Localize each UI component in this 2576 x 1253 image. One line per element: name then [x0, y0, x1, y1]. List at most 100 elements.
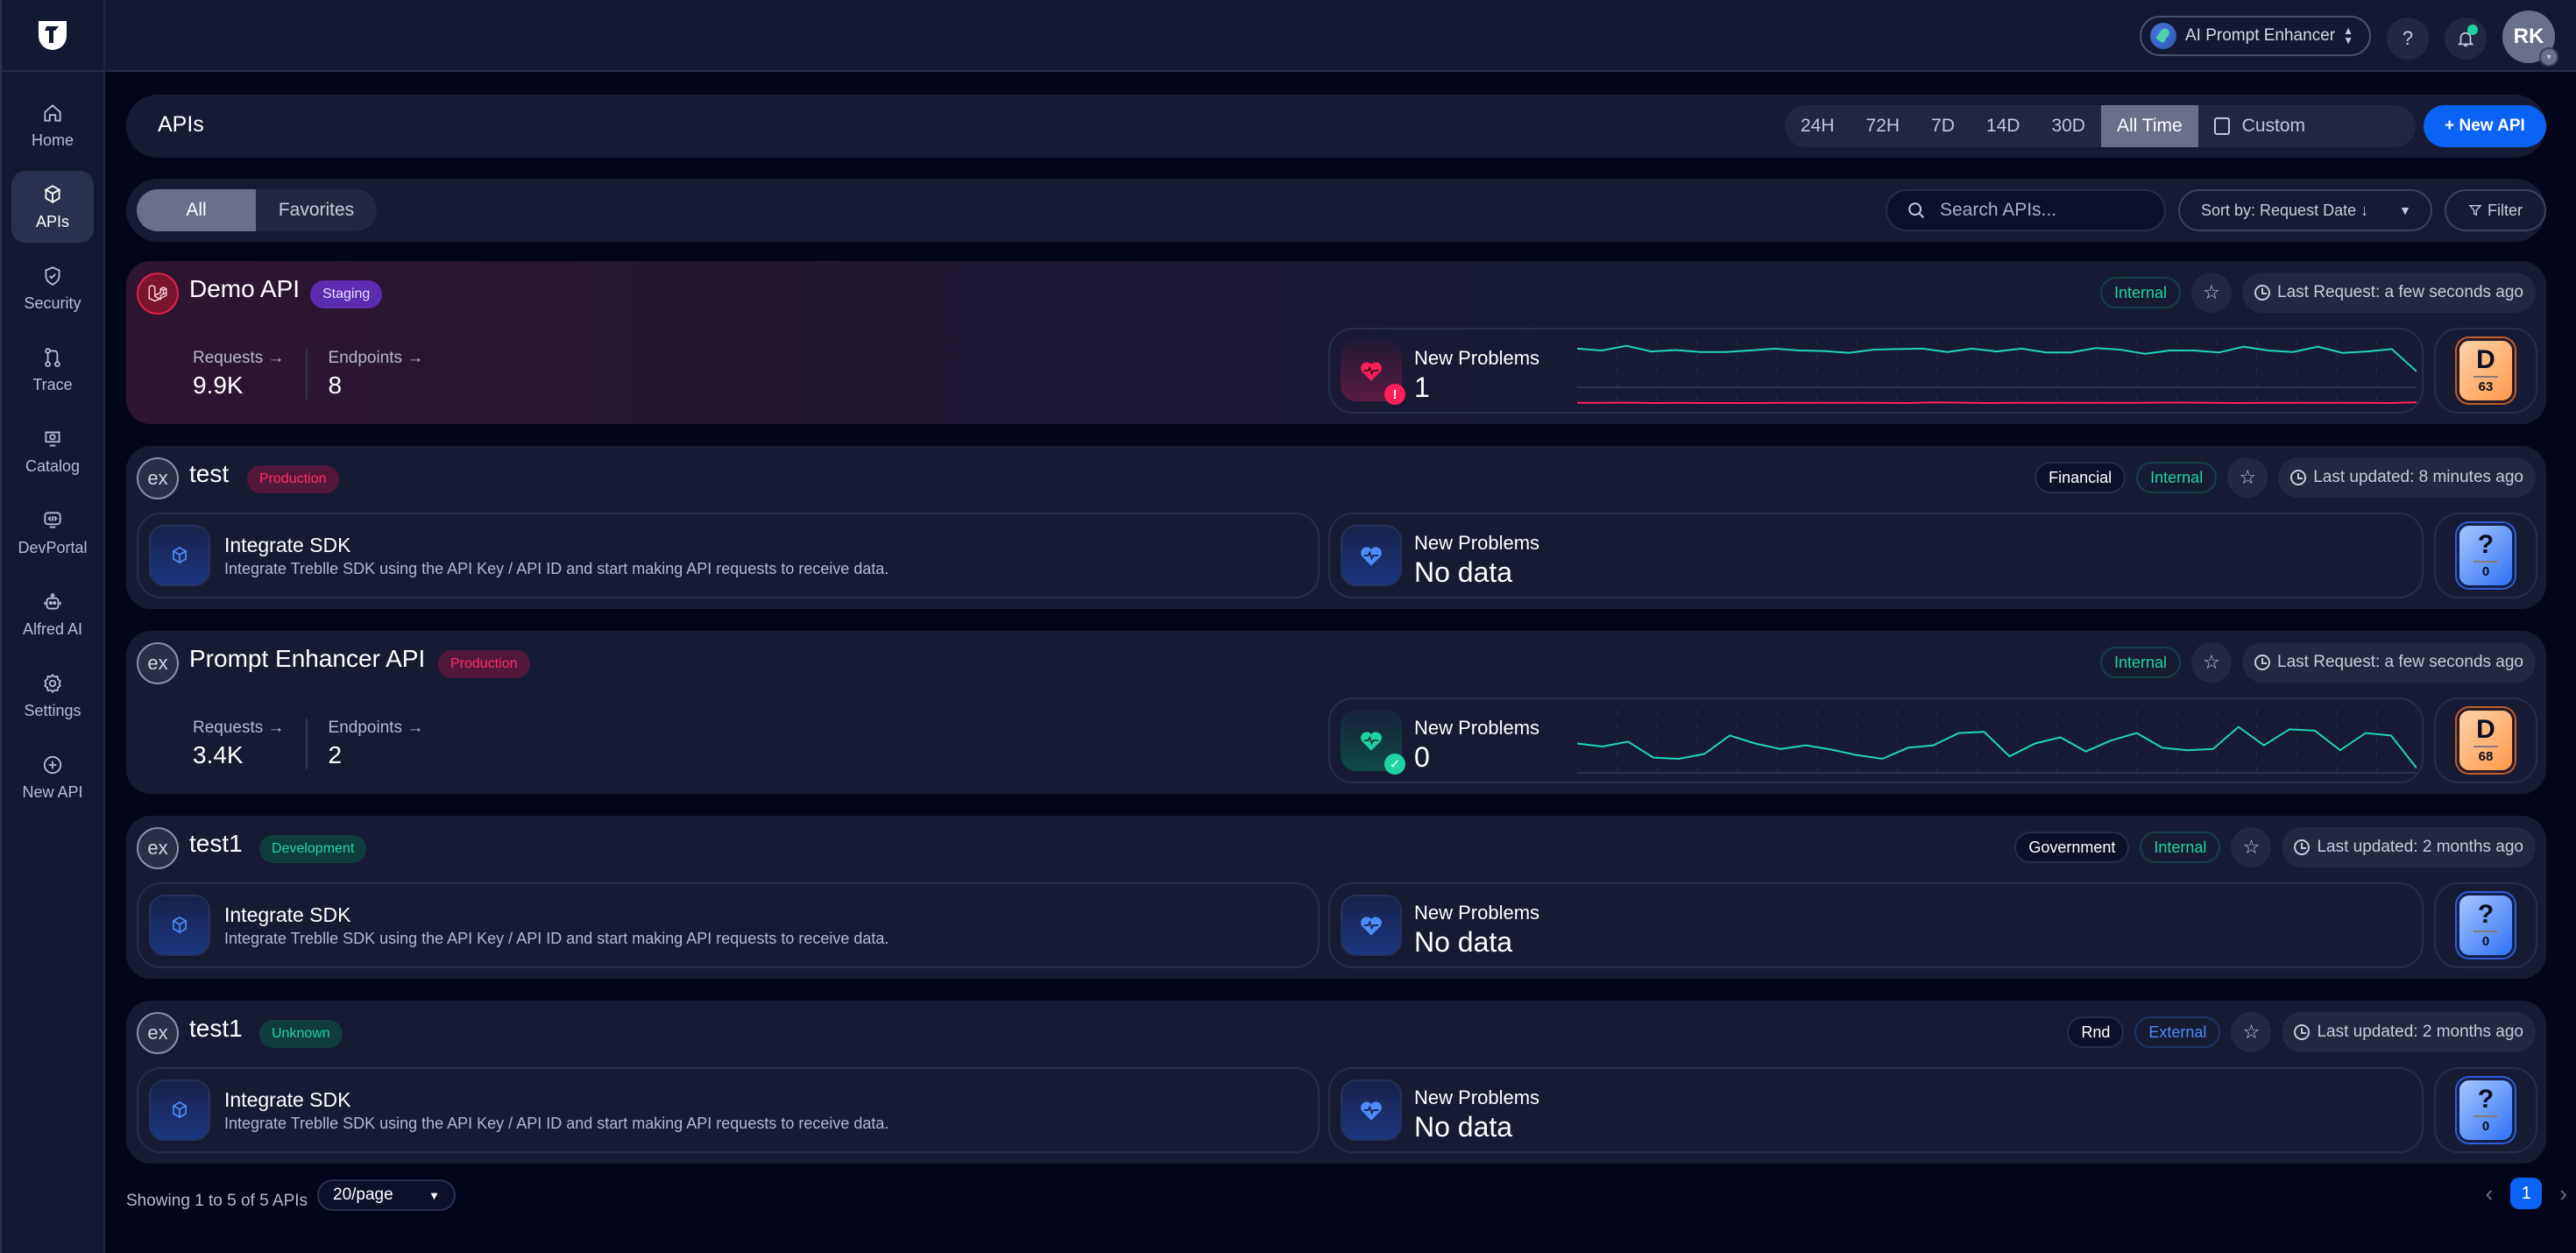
heart-pulse-icon: ✓ [1341, 710, 1405, 775]
clock-icon [2254, 285, 2271, 301]
range-custom[interactable]: Custom [2198, 105, 2321, 147]
grade-panel[interactable]: D 68 [2434, 697, 2537, 783]
last-request-pill: Last Request: a few seconds ago [2242, 273, 2536, 313]
search-icon [1908, 202, 1924, 218]
favorite-star-icon[interactable]: ☆ [2231, 1012, 2272, 1052]
chevron-right-icon[interactable]: › [2559, 1179, 2567, 1207]
problems-label: New Problems [1414, 902, 1540, 924]
endpoints-value: 2 [328, 741, 343, 768]
sort-dropdown[interactable]: Sort by: Request Date ↓ ▼ [2178, 189, 2432, 231]
cube-icon [149, 525, 210, 586]
api-card[interactable]: ex test1 Unknown Rnd External ☆ Last upd… [126, 1001, 2546, 1164]
requests-stat[interactable]: Requests → 9.9K [193, 349, 306, 400]
requests-label: Requests → [193, 349, 285, 367]
sidebar-item-alfred-ai[interactable]: Alfred AI [11, 578, 94, 650]
page-size-select[interactable]: 20/page ▼ [317, 1179, 456, 1211]
project-name: AI Prompt Enhancer [2185, 26, 2336, 45]
api-name[interactable]: test1 [189, 830, 243, 857]
user-avatar[interactable]: RK ▼ [2502, 11, 2558, 67]
sdk-title: Integrate SDK [224, 534, 351, 556]
filter-button[interactable]: Filter [2445, 189, 2546, 231]
sidebar-item-trace[interactable]: Trace [11, 334, 94, 406]
sidebar-item-apis[interactable]: APIs [11, 171, 94, 243]
sidebar-item-security[interactable]: Security [11, 252, 94, 324]
problems-label: New Problems [1414, 532, 1540, 554]
api-card[interactable]: ex test1 Development Government Internal… [126, 816, 2546, 979]
express-icon: ex [137, 457, 179, 499]
grade-panel[interactable]: ? 0 [2434, 1067, 2537, 1153]
grade-panel[interactable]: ? 0 [2434, 513, 2537, 598]
problems-panel[interactable]: ✓ New Problems 0 [1328, 697, 2424, 783]
custom-label: Custom [2241, 116, 2306, 136]
problems-label: New Problems [1414, 1087, 1540, 1108]
sidebar-item-devportal[interactable]: DevPortal [11, 497, 94, 569]
clock-icon [2294, 839, 2311, 855]
requests-value: 9.9K [193, 372, 244, 399]
help-button[interactable]: ? [2387, 18, 2429, 60]
bell-icon [2457, 32, 2474, 47]
range-24h[interactable]: 24H [1801, 116, 1835, 136]
api-card[interactable]: ex Prompt Enhancer API Production Intern… [126, 631, 2546, 794]
grade-panel[interactable]: ? 0 [2434, 882, 2537, 968]
caret-down-icon: ▼ [2399, 203, 2411, 217]
integrate-sdk-panel[interactable]: Integrate SDK Integrate Treblle SDK usin… [137, 1067, 1320, 1153]
clock-icon [2254, 655, 2271, 670]
home-icon [44, 103, 61, 122]
range-30d[interactable]: 30D [2051, 116, 2085, 136]
favorite-star-icon[interactable]: ☆ [2191, 642, 2233, 683]
sidebar-item-label: Trace [32, 375, 73, 393]
endpoints-stat[interactable]: Endpoints → 2 [305, 719, 445, 769]
sidebar-item-catalog[interactable]: Catalog [11, 415, 94, 487]
problems-label: New Problems [1414, 347, 1540, 369]
category-tag: Rnd [2067, 1016, 2125, 1048]
tab-all[interactable]: All [137, 189, 256, 231]
api-card[interactable]: ex test Production Financial Internal ☆ … [126, 446, 2546, 609]
api-name[interactable]: Prompt Enhancer API [189, 645, 426, 672]
cube-icon [149, 895, 210, 956]
grade-badge: ? 0 [2457, 893, 2515, 958]
rocket-avatar-icon [2150, 23, 2176, 49]
api-stats: Requests → 9.9K Endpoints → 8 [193, 349, 444, 400]
integrate-sdk-panel[interactable]: Integrate SDK Integrate Treblle SDK usin… [137, 882, 1320, 968]
endpoints-stat[interactable]: Endpoints → 8 [305, 349, 445, 400]
api-name[interactable]: test [189, 460, 230, 487]
api-name[interactable]: test1 [189, 1015, 243, 1042]
api-stats: Requests → 3.4K Endpoints → 2 [193, 719, 444, 769]
view-tabs: All Favorites [137, 189, 377, 231]
favorite-star-icon[interactable]: ☆ [2227, 457, 2268, 498]
avatar-initials: RK [2513, 25, 2544, 48]
favorite-star-icon[interactable]: ☆ [2231, 827, 2272, 867]
logo[interactable] [2, 0, 103, 72]
sidebar-item-new-api[interactable]: New API [11, 741, 94, 813]
sidebar-item-home[interactable]: Home [11, 89, 94, 161]
new-api-button[interactable]: + New API [2424, 105, 2546, 147]
api-name[interactable]: Demo API [189, 275, 301, 302]
card-tags: Financial Internal ☆ Last updated: 8 min… [2035, 457, 2536, 499]
project-selector[interactable]: AI Prompt Enhancer ▲ ▼ [2140, 16, 2371, 56]
integrate-sdk-panel[interactable]: Integrate SDK Integrate Treblle SDK usin… [137, 513, 1320, 598]
grade-score: 0 [2481, 934, 2490, 949]
chevron-left-icon[interactable]: ‹ [2485, 1179, 2494, 1207]
grade-badge: ? 0 [2457, 1078, 2515, 1143]
treblle-logo-icon [39, 21, 67, 50]
grade-score: 68 [2478, 749, 2494, 764]
problems-panel[interactable]: ! New Problems 1 [1328, 328, 2424, 414]
notifications-button[interactable] [2445, 18, 2487, 60]
api-card[interactable]: Demo API Staging Internal ☆ Last Request… [126, 261, 2546, 424]
range-14d[interactable]: 14D [1985, 116, 2020, 136]
tab-favorites[interactable]: Favorites [278, 200, 355, 220]
problems-panel[interactable]: New Problems No data [1328, 882, 2424, 968]
last-updated-text: Last updated: 2 months ago [2317, 1023, 2523, 1041]
search-input[interactable]: Search APIs... [1886, 189, 2166, 231]
grade-panel[interactable]: D 63 [2434, 328, 2537, 414]
range-7d[interactable]: 7D [1931, 116, 1955, 136]
range-72h[interactable]: 72H [1865, 116, 1900, 136]
pagination-summary: Showing 1 to 5 of 5 APIs [126, 1192, 308, 1210]
range-all-time[interactable]: All Time [2100, 105, 2198, 147]
page-button-1[interactable]: 1 [2510, 1178, 2543, 1209]
favorite-star-icon[interactable]: ☆ [2191, 273, 2233, 313]
problems-panel[interactable]: New Problems No data [1328, 513, 2424, 598]
sidebar-item-settings[interactable]: Settings [11, 660, 94, 732]
problems-panel[interactable]: New Problems No data [1328, 1067, 2424, 1153]
requests-stat[interactable]: Requests → 3.4K [193, 719, 306, 769]
